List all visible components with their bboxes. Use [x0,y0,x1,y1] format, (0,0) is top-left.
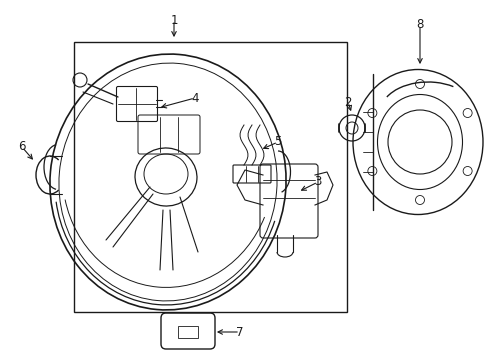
Bar [178,326,198,338]
Text: 3: 3 [314,175,321,189]
Text: 7: 7 [236,325,243,338]
Text: 8: 8 [415,18,423,31]
Text: 1: 1 [170,13,177,27]
Text: 2: 2 [344,95,351,108]
Text: 4: 4 [191,91,198,104]
Text: 5: 5 [274,135,281,148]
Text: 6: 6 [18,140,26,153]
Bar [74,42,346,312]
